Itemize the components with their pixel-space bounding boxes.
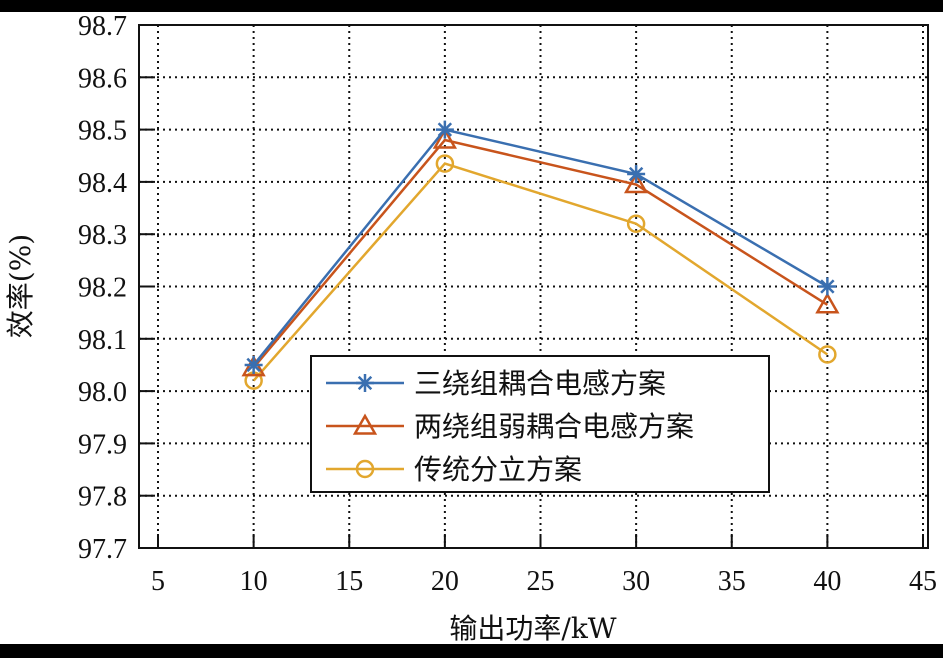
y-axis-ticks: 97.7 97.8 97.9 98.0 98.1 98.2 98.3 98.4 98.5 98.6…: [78, 11, 155, 565]
x-tick-label: 30: [622, 566, 650, 597]
x-tick-label: 5: [151, 566, 165, 597]
legend-label: 传统分立方案: [414, 453, 582, 486]
triangle-marker: [241, 355, 266, 377]
legend-label: 两绕组弱耦合电感方案: [414, 410, 694, 443]
circle-marker: [818, 345, 837, 364]
x-tick-label: 15: [335, 566, 363, 597]
triangle-marker: [352, 413, 378, 435]
legend-item: 传统分立方案: [326, 453, 582, 486]
series-line: [252, 162, 829, 382]
circle-marker: [435, 154, 455, 173]
series-asterisk: [244, 120, 837, 374]
y-tick-label: 98.4: [78, 168, 127, 199]
circle-marker: [626, 214, 646, 233]
triangle-marker: [623, 171, 649, 194]
triangle-marker: [815, 292, 840, 314]
y-axis-title: 效率(%): [4, 234, 37, 338]
y-tick-label: 98.1: [78, 325, 127, 356]
x-tick-label: 35: [718, 566, 746, 597]
x-tick-label: 40: [813, 566, 841, 597]
y-tick-label: 98.2: [78, 273, 127, 304]
series-line: [252, 128, 829, 366]
y-tick-label: 98.5: [78, 116, 127, 147]
x-axis-ticks: 5 10 15 20 25 30 35 40 45: [151, 534, 937, 597]
y-tick-label: 98.3: [78, 220, 127, 251]
x-axis-title: 输出功率/kW: [449, 612, 616, 645]
y-tick-label: 97.9: [78, 429, 127, 460]
x-tick-label: 45: [909, 566, 937, 597]
series-triangle: [241, 127, 840, 377]
x-tick-label: 25: [527, 566, 555, 597]
asterisk-marker: [435, 120, 454, 139]
series-line: [252, 138, 829, 369]
legend-label: 三绕组耦合电感方案: [414, 367, 666, 400]
asterisk-marker: [356, 374, 374, 392]
y-tick-label: 98.6: [78, 63, 127, 94]
circle-marker: [355, 459, 375, 479]
asterisk-marker: [627, 165, 646, 184]
x-tick-label: 10: [240, 566, 268, 597]
data-series: [241, 120, 840, 390]
legend-item: 三绕组耦合电感方案: [326, 367, 666, 400]
x-tick-label: 20: [431, 566, 459, 597]
triangle-marker: [432, 127, 458, 149]
y-tick-label: 97.7: [78, 534, 127, 565]
y-tick-label: 98.0: [78, 377, 127, 408]
y-tick-label: 97.8: [78, 482, 127, 513]
asterisk-marker: [244, 355, 263, 374]
y-tick-label: 98.7: [78, 11, 127, 42]
asterisk-marker: [818, 277, 837, 296]
legend-item: 两绕组弱耦合电感方案: [326, 410, 694, 443]
